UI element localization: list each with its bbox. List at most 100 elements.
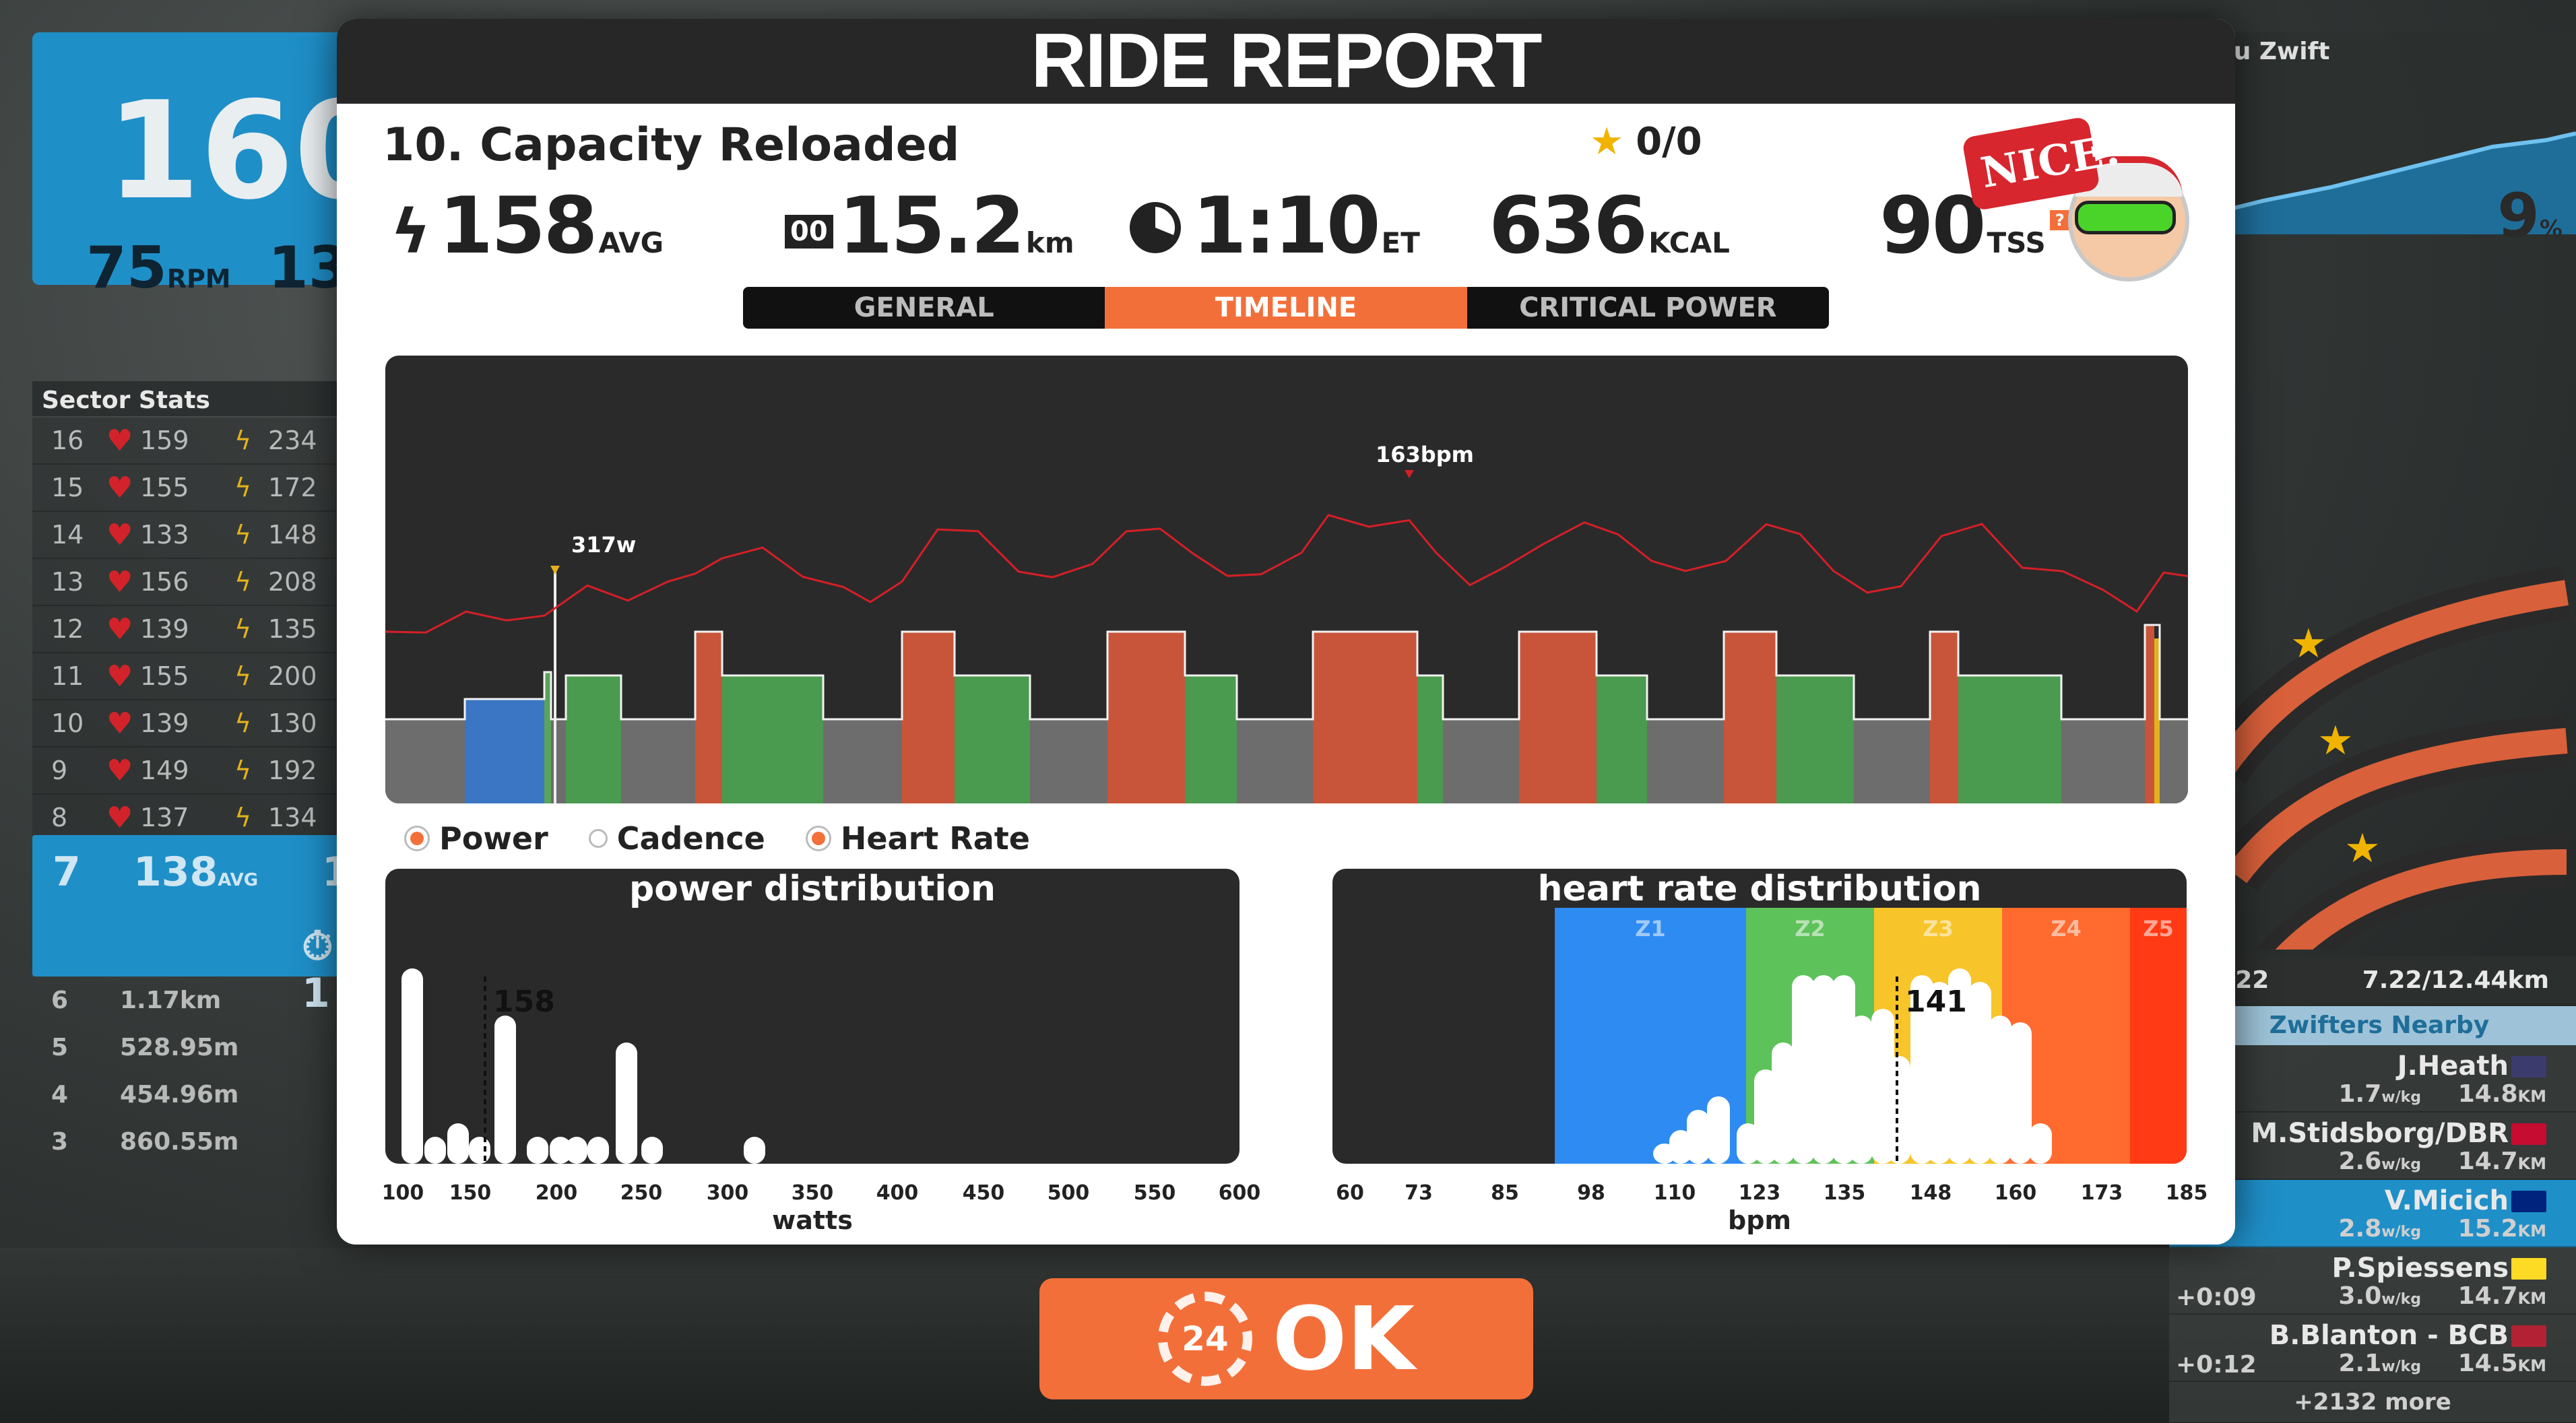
toggle-power[interactable]: Power	[404, 820, 548, 857]
km-unit: KM	[2517, 1222, 2546, 1240]
sector-stats-list: 16 ♥ 159 ϟ 234 15 ♥ 155 ϟ 172 14 ♥ 133 ϟ 148 13 ♥ 156 ϟ 208…	[32, 418, 349, 842]
power-bolt-icon: ϟ	[234, 426, 252, 455]
avg-hr-marker-label: 141	[1905, 985, 1967, 1019]
power-dist-bar	[527, 1137, 548, 1164]
sector-hr: 159	[140, 426, 189, 455]
sector-hr: 133	[140, 520, 189, 550]
power-dist-bar	[401, 968, 423, 1164]
grade-unit: %	[2539, 216, 2563, 242]
nearby-rider-row[interactable]: V.Micich 2.8w/kg 15.2KM	[2169, 1180, 2576, 1247]
sector-power: 234	[268, 426, 317, 455]
series-toggles: Power Cadence Heart Rate	[404, 820, 1030, 857]
sector-row: 10 ♥ 139 ϟ 130	[32, 700, 349, 748]
route-minimap: ★ ★ ★	[2201, 566, 2571, 950]
power-peak-arrow	[550, 566, 560, 574]
sector-number: 15	[51, 473, 84, 502]
axis-tick-label: 173	[2080, 1181, 2123, 1205]
sector-power: 172	[268, 473, 317, 502]
hr-dist-bar	[1792, 975, 1815, 1164]
power-dist-bar	[641, 1137, 663, 1164]
countdown-timer-icon: 24	[1157, 1292, 1252, 1386]
current-sector: 7 138AVG 10 ⏱1	[32, 835, 379, 1017]
power-bolt-icon: ϟ	[234, 567, 252, 597]
hr-dist-bar	[1968, 982, 1991, 1164]
clock-icon	[1130, 202, 1181, 253]
toggle-heart-rate[interactable]: Heart Rate	[805, 820, 1030, 857]
country-flag-icon	[2511, 1191, 2546, 1212]
power-bolt-icon: ϟ	[234, 708, 252, 738]
hr-zone-label: Z1	[1635, 916, 1665, 941]
ok-button[interactable]: 24 OK	[1039, 1278, 1533, 1399]
tab-general[interactable]: GENERAL	[854, 292, 994, 323]
axis-tick-label: 250	[620, 1181, 663, 1205]
sector-number: 14	[51, 520, 84, 550]
sector-number: 13	[51, 567, 84, 597]
axis-tick-label: 185	[2165, 1181, 2208, 1205]
cadence-radio[interactable]	[588, 829, 608, 848]
sector-hr: 139	[140, 614, 189, 644]
rider-wkg: 2.8w/kg	[2338, 1215, 2421, 1243]
power-interval-block	[695, 632, 722, 803]
axis-tick-label: 550	[1133, 1181, 1176, 1205]
workout-stars: ★ 0/0	[1590, 120, 1702, 164]
hr-dist-bar	[2029, 1123, 2052, 1164]
sector-hr: 149	[140, 756, 189, 785]
power-axis-title: watts	[772, 1205, 853, 1235]
sector-row: 13 ♥ 156 ϟ 208	[32, 559, 349, 606]
power-interval-block	[1930, 632, 1958, 803]
odometer-icon: 00	[785, 215, 833, 249]
rider-wkg-value: 3.0	[2338, 1282, 2382, 1310]
hr-dist-bar	[1772, 1043, 1795, 1164]
power-interval-block	[1417, 675, 1443, 803]
nearby-rider-row[interactable]: P.Spiessens +0:09 3.0w/kg 14.7KM	[2169, 1247, 2576, 1315]
rider-wkg-value: 2.8	[2338, 1215, 2382, 1243]
sector-power: 192	[268, 756, 317, 785]
current-sector-clock-value: 1	[302, 970, 330, 1017]
sector-number: 12	[51, 614, 84, 644]
power-interval-block	[1958, 675, 2061, 803]
wkg-unit: w/kg	[2381, 1291, 2421, 1308]
power-bolt-icon: ϟ	[234, 614, 252, 644]
heart-rate-radio[interactable]	[805, 826, 831, 851]
zwifters-nearby-list: J.Heath01.7w/kg14.8KMM.Stidsborg/DBR92.6…	[2169, 1045, 2576, 1422]
distance-value: 15.2	[838, 180, 1025, 271]
hud-cadence-value: 75	[86, 234, 167, 302]
nearby-rider-row[interactable]: B.Blanton - BCB +0:12 2.1w/kg 14.5KM	[2169, 1315, 2576, 1382]
elevation-panel: du Zwift 9%	[2181, 32, 2576, 251]
nearby-more-link[interactable]: +2132 more	[2169, 1382, 2576, 1422]
toggle-cadence[interactable]: Cadence	[588, 820, 765, 857]
sector-hr: 155	[140, 661, 189, 691]
tab-critical-power[interactable]: CRITICAL POWER	[1519, 292, 1777, 323]
sector-number: 4	[51, 1080, 69, 1108]
sector-row: 12 ♥ 139 ϟ 135	[32, 606, 349, 653]
power-interval-block	[1724, 632, 1776, 803]
timeline-chart: 163bpm 317w	[385, 356, 2188, 803]
power-interval-block	[2154, 638, 2160, 803]
tab-timeline[interactable]: TIMELINE	[1105, 287, 1467, 329]
wkg-unit: w/kg	[2381, 1089, 2421, 1106]
grade-value: 9	[2497, 180, 2540, 251]
tss-help-icon[interactable]: ?	[2049, 210, 2070, 230]
rider-distance: 14.7KM	[2458, 1148, 2546, 1175]
axis-tick-label: 148	[1909, 1181, 1952, 1205]
rider-gap: +0:12	[2176, 1351, 2257, 1379]
power-bolt-icon: ϟ	[234, 803, 252, 832]
hr-dist-bar	[1948, 968, 1971, 1164]
hr-peak-arrow	[1405, 470, 1414, 478]
toggle-heart-rate-label: Heart Rate	[840, 820, 1030, 857]
sector-hr: 156	[140, 567, 189, 597]
calories-unit: KCAL	[1648, 226, 1730, 259]
country-flag-icon	[2511, 1325, 2546, 1347]
heart-icon: ♥	[106, 517, 133, 552]
rider-distance: 14.8KM	[2458, 1080, 2546, 1108]
power-interval-block	[544, 672, 551, 803]
workout-name: 10. Capacity Reloaded	[383, 119, 960, 172]
axis-tick-label: 150	[449, 1181, 492, 1205]
report-tabs: GENERAL TIMELINE CRITICAL POWER	[743, 287, 1829, 329]
power-dist-bar	[587, 1137, 609, 1164]
rider-km-value: 14.7	[2457, 1282, 2518, 1310]
rider-wkg: 2.6w/kg	[2338, 1148, 2421, 1175]
power-radio[interactable]	[404, 826, 430, 851]
